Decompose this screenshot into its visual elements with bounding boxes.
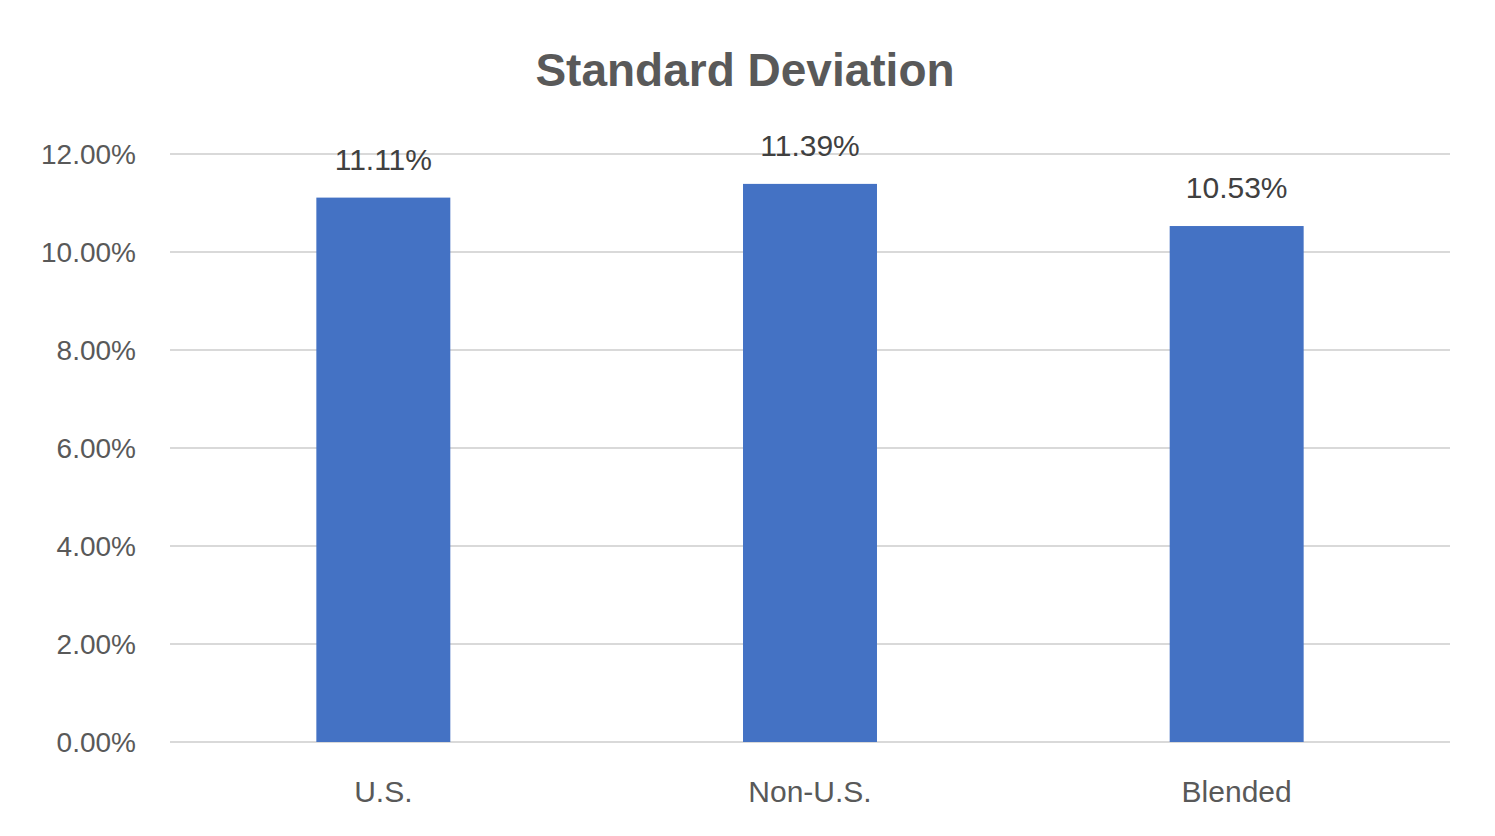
data-label: 10.53% [1186, 171, 1288, 204]
x-tick-label: U.S. [354, 775, 412, 808]
bar [316, 198, 450, 742]
page: {"chart_data": {"type": "bar", "title": … [0, 0, 1495, 836]
bar [1170, 226, 1304, 742]
data-labels: 11.11% 11.39% 10.53% [335, 129, 1288, 204]
chart-svg: Standard Deviation 0.00% 2.00% 4.00% 6.00% 8.… [0, 0, 1495, 836]
chart-title: Standard Deviation [535, 44, 954, 96]
y-tick-label: 6.00% [57, 433, 136, 464]
y-tick-label: 12.00% [41, 139, 136, 170]
chart-container: Standard Deviation 0.00% 2.00% 4.00% 6.00% 8.… [0, 0, 1495, 836]
x-tick-label: Blended [1182, 775, 1292, 808]
y-tick-label: 0.00% [57, 727, 136, 758]
y-tick-label: 2.00% [57, 629, 136, 660]
background [0, 0, 1495, 836]
x-axis: U.S. Non-U.S. Blended [354, 775, 1292, 808]
data-label: 11.39% [760, 129, 860, 162]
data-label: 11.11% [335, 143, 432, 176]
y-axis: 0.00% 2.00% 4.00% 6.00% 8.00% 10.00% 12.00% [41, 139, 1450, 758]
y-tick-label: 10.00% [41, 237, 136, 268]
y-tick-label: 8.00% [57, 335, 136, 366]
bar [743, 184, 877, 742]
y-tick-label: 4.00% [57, 531, 136, 562]
bars [316, 184, 1303, 742]
x-tick-label: Non-U.S. [748, 775, 871, 808]
